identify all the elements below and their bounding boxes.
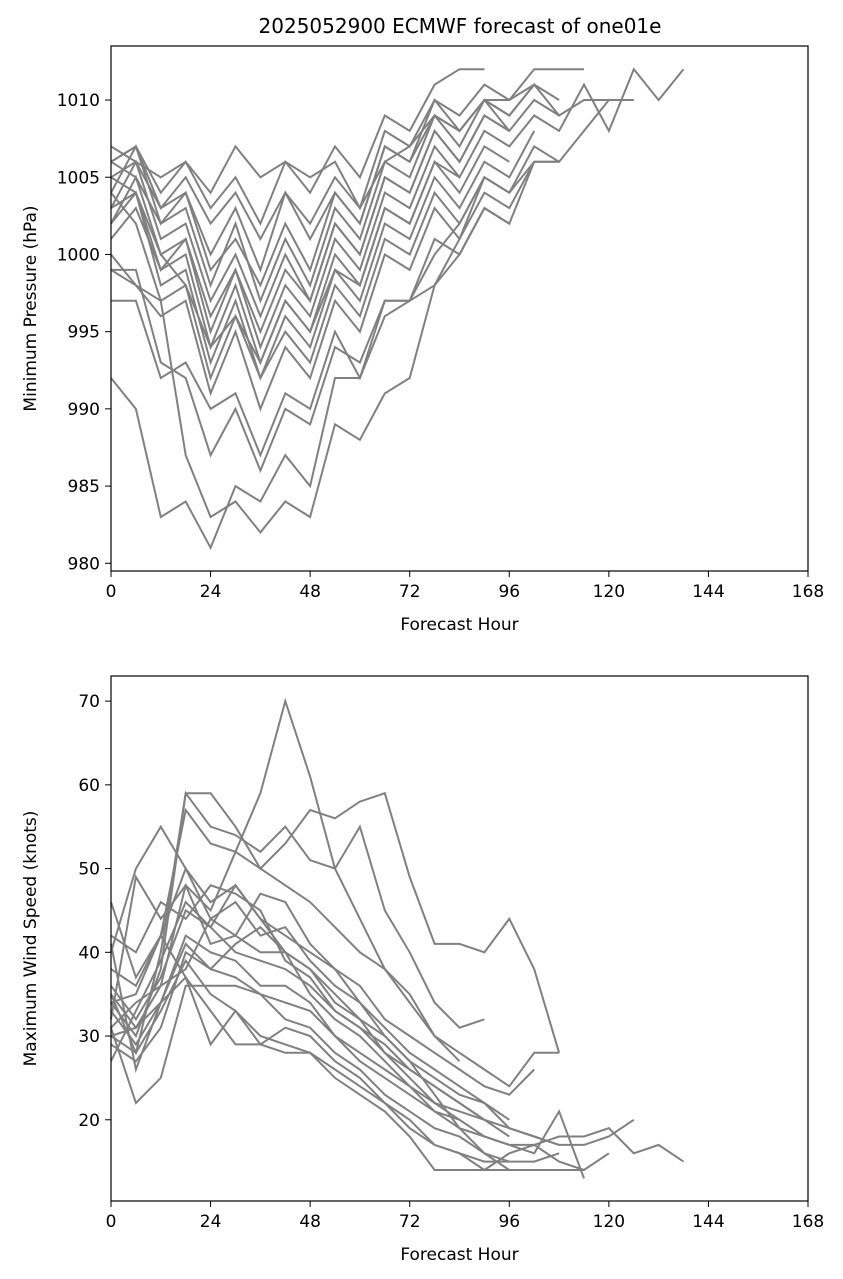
wind-x-tick-label: 96 (498, 1212, 520, 1232)
pressure-y-tick-label: 995 (68, 323, 100, 343)
wind-panel: 0 24 48 72 96 120 144 168 20 30 40 50 60 70 Forecast… (21, 675, 824, 1265)
pressure-x-tick-label: 96 (498, 582, 520, 602)
pressure-x-tick-label: 168 (792, 582, 824, 602)
wind-x-tick-label: 48 (299, 1212, 321, 1232)
wind-series-line-14 (110, 933, 610, 1171)
pressure-x-tick-label: 72 (399, 582, 421, 602)
pressure-series-line-4 (110, 98, 511, 273)
wind-series-line-4 (110, 807, 560, 1088)
pressure-series-line-16 (110, 114, 510, 335)
wind-y-tick-label: 20 (78, 1111, 100, 1131)
pressure-x-tick-label: 48 (299, 582, 321, 602)
wind-x-tick-label: 24 (200, 1212, 222, 1232)
wind-y-ticks: 20 30 40 50 60 70 (78, 692, 111, 1131)
pressure-x-tick-label: 24 (200, 582, 222, 602)
pressure-y-ticks: 980 985 990 995 1000 1005 1010 (57, 91, 111, 574)
pressure-series-line-2 (110, 68, 485, 226)
pressure-x-axis-label: Forecast Hour (400, 615, 518, 635)
figure-title: 2025052900 ECMWF forecast of one01e (259, 14, 662, 38)
wind-series-line-7 (110, 874, 560, 1146)
pressure-series-line-18 (110, 160, 461, 365)
pressure-y-axis-label: Minimum Pressure (hPa) (21, 205, 41, 411)
pressure-y-tick-label: 985 (68, 477, 100, 497)
wind-series-line-18 (110, 892, 510, 1171)
wind-y-tick-label: 60 (78, 776, 100, 796)
wind-series-line-13 (110, 975, 585, 1172)
wind-x-tick-label: 144 (692, 1212, 724, 1232)
wind-series-line-10 (110, 942, 685, 1163)
pressure-x-tick-label: 144 (692, 582, 724, 602)
pressure-series-line-15 (110, 176, 486, 534)
wind-series-group (110, 697, 685, 1179)
pressure-series-group (110, 67, 685, 551)
pressure-series-line-11 (110, 99, 610, 412)
pressure-x-tick-label: 120 (593, 582, 625, 602)
pressure-axes-frame (110, 45, 809, 572)
pressure-series-line-9 (110, 130, 536, 381)
pressure-x-tick-label: 0 (106, 582, 117, 602)
wind-x-ticks: 0 24 48 72 96 120 144 168 (106, 1201, 824, 1232)
pressure-series-line-14 (110, 161, 536, 551)
wind-x-tick-label: 168 (792, 1212, 824, 1232)
wind-x-tick-label: 120 (593, 1212, 625, 1232)
pressure-y-tick-label: 990 (68, 400, 100, 420)
pressure-x-ticks: 0 24 48 72 96 120 144 168 (106, 571, 824, 602)
wind-y-tick-label: 70 (78, 692, 100, 712)
wind-series-line-17 (110, 925, 461, 1121)
wind-x-tick-label: 72 (399, 1212, 421, 1232)
pressure-y-tick-label: 1010 (57, 91, 100, 111)
pressure-y-tick-label: 980 (68, 554, 100, 574)
wind-y-tick-label: 30 (78, 1027, 100, 1047)
pressure-series-line-17 (110, 83, 560, 288)
wind-y-axis-label: Maximum Wind Speed (knots) (21, 811, 41, 1067)
pressure-y-tick-label: 1005 (57, 168, 100, 188)
pressure-series-line-5 (110, 83, 535, 304)
pressure-series-line-3 (110, 68, 584, 242)
wind-series-line-5 (110, 824, 535, 1096)
wind-x-axis-label: Forecast Hour (400, 1245, 518, 1265)
wind-y-tick-label: 40 (78, 943, 100, 963)
pressure-series-line-7 (110, 67, 685, 351)
wind-y-tick-label: 50 (78, 860, 100, 880)
pressure-y-tick-label: 1000 (57, 245, 100, 265)
wind-series-line-6 (110, 866, 510, 1121)
pressure-panel: 0 24 48 72 96 120 144 168 980 985 990 995 1000 1005 1… (21, 45, 824, 635)
wind-x-tick-label: 0 (106, 1212, 117, 1232)
wind-axes-frame (110, 675, 809, 1202)
